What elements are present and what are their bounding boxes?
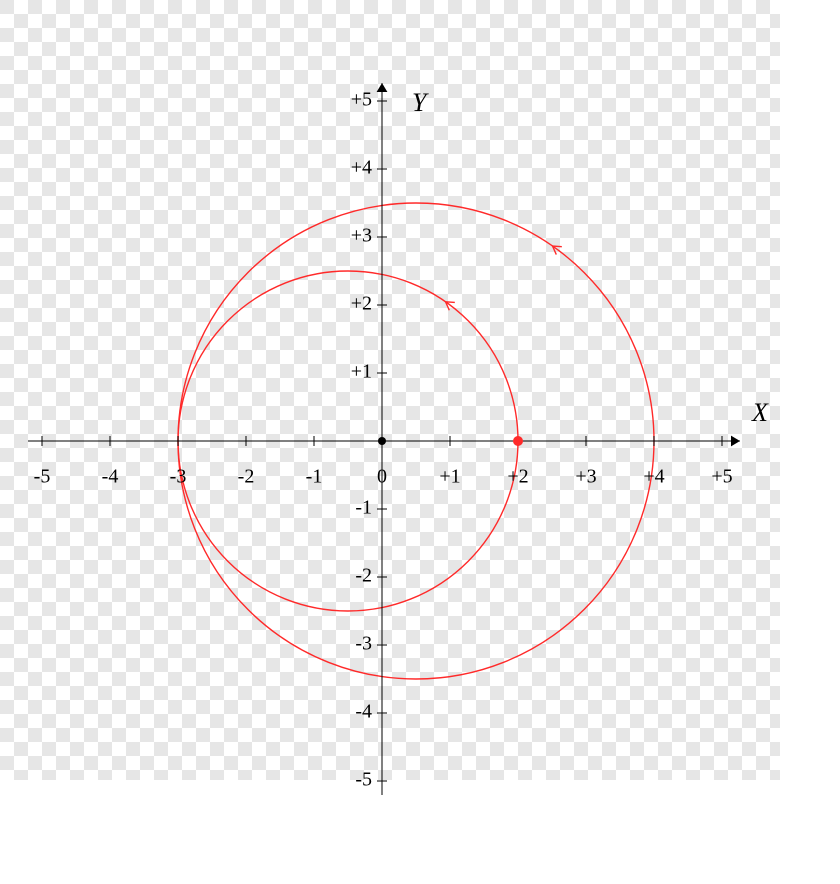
marked-point [513,436,523,446]
y-tick-label: +1 [351,361,372,383]
y-tick-label: -2 [355,565,372,587]
x-tick-label: -5 [34,466,51,488]
y-tick-label: +4 [351,157,372,179]
x-tick-label: +1 [439,466,460,488]
origin-dot [378,437,386,445]
y-tick-label: +3 [351,225,372,247]
y-tick-label: -3 [355,633,372,655]
y-axis-arrow-icon [377,83,388,92]
x-axis-arrow-icon [731,436,740,447]
y-tick-label: +5 [351,89,372,111]
x-tick-label: -3 [170,466,187,488]
x-tick-label: -2 [238,466,255,488]
diagram-stage: -5-4-3-2-10+1+2+3+4+5-5-4-3-2-1+1+2+3+4+… [0,0,840,884]
x-tick-label: +5 [711,466,732,488]
x-tick-label: +2 [507,466,528,488]
x-tick-label: 0 [377,466,387,488]
x-tick-label: +3 [575,466,596,488]
x-tick-label: +4 [643,466,664,488]
y-tick-label: +2 [351,293,372,315]
y-tick-label: -1 [355,497,372,519]
y-tick-label: -5 [355,769,372,791]
coordinate-plot: -5-4-3-2-10+1+2+3+4+5-5-4-3-2-1+1+2+3+4+… [0,0,840,884]
y-axis-label: Y [412,88,429,117]
x-axis-label: X [751,398,769,427]
y-tick-label: -4 [355,701,372,723]
x-tick-label: -4 [102,466,119,488]
x-tick-label: -1 [306,466,323,488]
